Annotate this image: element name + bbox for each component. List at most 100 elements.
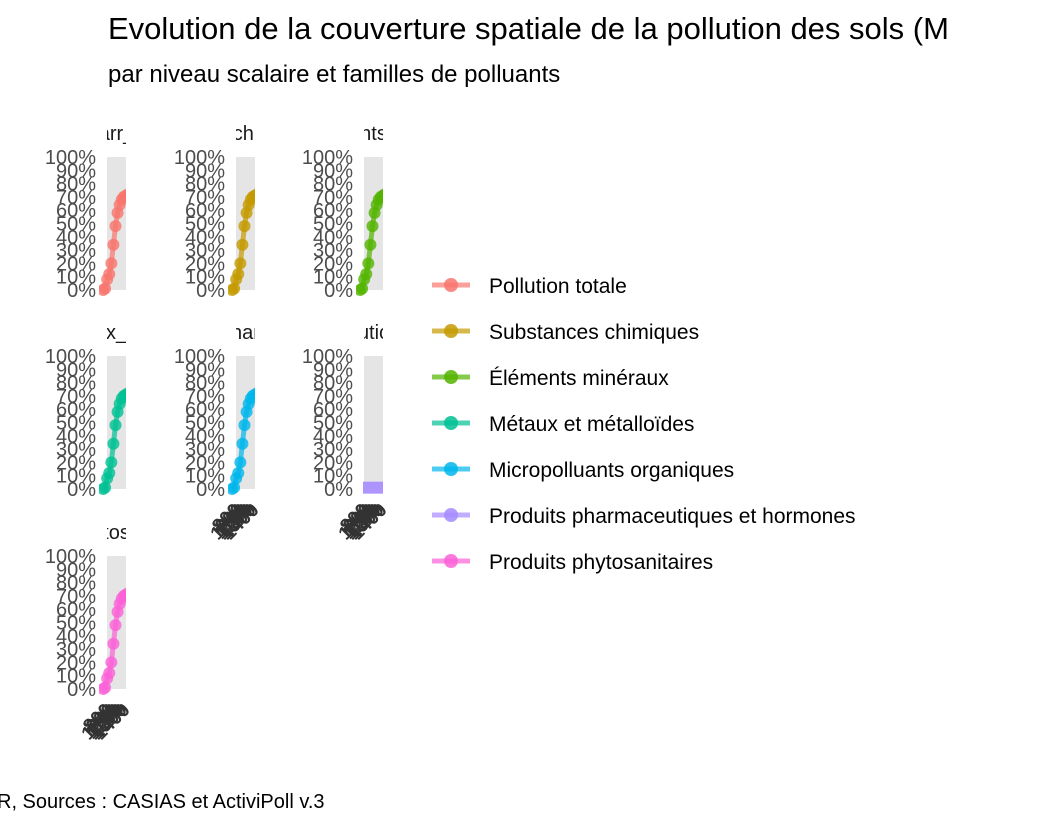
data-point	[238, 220, 251, 233]
legend-label: Métaux et métalloïdes	[489, 413, 694, 436]
y-tick-label: 20%	[56, 652, 96, 674]
chart-subtitle: par niveau scalaire et familles de pollu…	[108, 61, 560, 88]
legend-item-4: Métaux et métalloïdes	[432, 413, 694, 436]
y-tick-label: 0%	[67, 679, 96, 701]
y-tick-label: 100%	[302, 346, 353, 368]
y-tick-label: 30%	[185, 240, 225, 262]
data-point	[234, 257, 247, 270]
data-point	[236, 238, 249, 251]
y-tick-label: 60%	[56, 399, 96, 421]
y-tick-label: 30%	[313, 439, 353, 461]
strip-label: utic	[358, 322, 389, 344]
y-tick-label: 10%	[185, 267, 225, 289]
y-tick-label: 30%	[56, 240, 96, 262]
facet-panel-7: tos100%90%80%70%60%50%40%30%20%10%0%8009…	[45, 522, 135, 744]
facet-panel-4: x_ 100%90%80%70%60%50%40%30%20%10%0%	[45, 322, 126, 501]
y-tick-label: 40%	[56, 626, 96, 648]
y-tick-label: 30%	[56, 439, 96, 461]
legend-key-point	[444, 416, 458, 430]
data-point	[107, 437, 120, 450]
y-tick-label: 90%	[313, 359, 353, 381]
y-tick-label: 10%	[185, 466, 225, 488]
y-tick-label: 60%	[185, 200, 225, 222]
facet-panel-5: nar100%90%80%70%60%50%40%30%20%10%0%8009…	[174, 322, 264, 544]
chart-title: Evolution de la couverture spatiale de l…	[108, 11, 949, 46]
legend-key-point	[444, 508, 458, 522]
y-tick-label: 0%	[324, 479, 353, 501]
y-tick-label: 80%	[185, 373, 225, 395]
y-tick-label: 10%	[313, 267, 353, 289]
data-point	[228, 481, 241, 494]
panel-background	[364, 356, 383, 489]
y-tick-label: 0%	[196, 479, 225, 501]
data-point	[122, 188, 126, 200]
y-tick-label: 50%	[313, 413, 353, 435]
legend-label: Pollution totale	[489, 275, 627, 298]
data-point	[103, 268, 116, 281]
y-tick-label: 70%	[313, 386, 353, 408]
legend-key-point	[444, 278, 458, 292]
y-tick-label: 20%	[185, 253, 225, 275]
data-point	[99, 481, 112, 494]
y-tick-label: 70%	[185, 187, 225, 209]
y-tick-label: 0%	[196, 280, 225, 302]
y-tick-label: 30%	[56, 639, 96, 661]
series-6	[363, 481, 383, 494]
y-tick-label: 20%	[313, 253, 353, 275]
legend-label: Produits pharmaceutiques et hormones	[489, 505, 856, 528]
legend-item-5: Micropolluants organiques	[432, 459, 734, 482]
legend-item-3: Éléments minéraux	[432, 367, 669, 390]
data-point	[366, 220, 379, 233]
y-tick-label: 30%	[185, 439, 225, 461]
y-tick-label: 100%	[174, 346, 225, 368]
strip-label: chi	[233, 123, 259, 145]
y-tick-label: 90%	[185, 359, 225, 381]
y-tick-label: 10%	[313, 466, 353, 488]
legend-key-point	[444, 370, 458, 384]
y-tick-label: 70%	[313, 187, 353, 209]
y-tick-label: 50%	[185, 214, 225, 236]
data-point	[103, 467, 116, 480]
y-tick-label: 90%	[56, 160, 96, 182]
y-tick-label: 90%	[313, 160, 353, 182]
data-point	[105, 656, 118, 669]
series-bar	[363, 481, 383, 494]
y-tick-label: 80%	[313, 174, 353, 196]
y-tick-label: 40%	[313, 426, 353, 448]
y-tick-label: 50%	[56, 413, 96, 435]
data-point	[99, 681, 112, 694]
data-point	[107, 637, 120, 650]
data-point	[107, 238, 120, 251]
y-tick-label: 60%	[56, 200, 96, 222]
facet-panels: arr_100%90%80%70%60%50%40%30%20%10%0%chi…	[45, 123, 392, 744]
y-tick-label: 60%	[185, 399, 225, 421]
legend-key-point	[444, 554, 458, 568]
legend-item-1: Pollution totale	[432, 275, 627, 298]
y-tick-label: 50%	[313, 214, 353, 236]
facet-panel-1: arr_100%90%80%70%60%50%40%30%20%10%0%	[45, 123, 135, 302]
y-tick-label: 40%	[313, 227, 353, 249]
y-tick-label: 90%	[185, 160, 225, 182]
facet-panel-2: chi 100%90%80%70%60%50%40%30%20%10%0%	[174, 123, 259, 302]
strip-label: arr_	[99, 123, 135, 145]
data-point	[360, 268, 373, 281]
facet-panel-3: nts 100%90%80%70%60%50%40%30%20%10%0%	[302, 123, 383, 302]
data-point	[109, 220, 122, 233]
y-tick-label: 60%	[56, 599, 96, 621]
legend-item-2: Substances chimiques	[432, 321, 699, 344]
series-2	[228, 188, 255, 296]
y-tick-label: 70%	[56, 586, 96, 608]
legend-item-7: Produits phytosanitaires	[432, 551, 713, 574]
y-tick-label: 70%	[185, 386, 225, 408]
y-tick-label: 40%	[56, 227, 96, 249]
data-point	[99, 282, 112, 295]
y-tick-label: 80%	[185, 174, 225, 196]
y-tick-label: 80%	[313, 373, 353, 395]
strip-label: nar	[231, 322, 260, 344]
y-tick-label: 100%	[174, 147, 225, 169]
y-tick-label: 40%	[56, 426, 96, 448]
y-tick-label: 90%	[56, 559, 96, 581]
legend-label: Micropolluants organiques	[489, 459, 734, 482]
y-tick-label: 80%	[56, 373, 96, 395]
